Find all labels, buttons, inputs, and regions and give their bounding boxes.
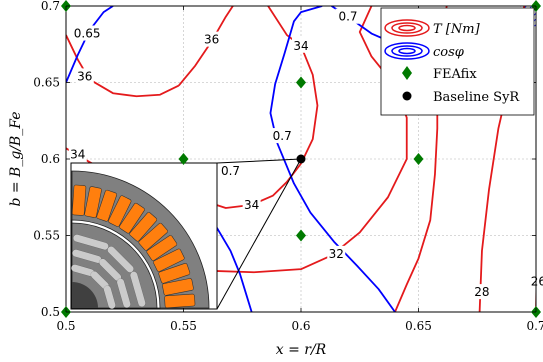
stator-slot (129, 212, 158, 242)
stator-slot (138, 222, 168, 251)
feafix-point (413, 153, 424, 165)
rotor-flux-barrier (103, 285, 116, 309)
torque-contour-label: 36 (77, 69, 92, 83)
x-tick-label: 0.55 (170, 319, 197, 333)
legend-baseline-entry: Baseline SyR (402, 90, 520, 105)
x-axis-label: x = r/R (276, 342, 327, 358)
torque-contour-label: 34 (70, 147, 85, 161)
legend: T [Nm] cosφ FEAfix Baseline SyR (380, 7, 535, 116)
stator-slot (158, 263, 191, 284)
legend-cosphi-entry: cosφ (384, 42, 465, 60)
stator-slot (119, 202, 145, 234)
torque-contour-label-bg (327, 245, 346, 261)
motor-cross-section-inset (70, 162, 218, 310)
torque-contour-label: 36 (204, 33, 219, 47)
legend-label: FEAfix (433, 67, 477, 82)
stator-slot (162, 278, 194, 296)
legend-feafix-entry: FEAfix (402, 66, 477, 82)
rotor-flux-barrier-outline (90, 270, 110, 290)
torque-contour-line (66, 34, 180, 98)
torque-contour-label: 34 (293, 39, 308, 53)
torque-contour-line (206, 6, 408, 274)
torque-contour-label-bg (242, 196, 261, 212)
rotor-flux-barrier-outline (71, 249, 102, 264)
legend-label: T [Nm] (433, 22, 481, 37)
rotor-flux-barrier (90, 271, 109, 290)
cosphi-contour-label: 0.65 (74, 27, 101, 41)
inset-connector-lines (216, 158, 302, 310)
cosphi-contour-label-bg (218, 163, 243, 179)
cosphi-contour-label: 0.7 (338, 10, 357, 24)
legend-label: cosφ (433, 45, 465, 60)
feafix-point (178, 153, 189, 165)
y-tick-label: 0.6 (41, 152, 60, 166)
torque-contour-label: 28 (474, 285, 489, 299)
stator-slot (146, 235, 178, 261)
rotor-flux-barrier (71, 264, 95, 277)
scatter-points (61, 0, 541, 318)
torque-contour-line (206, 163, 302, 209)
feafix-point (296, 229, 306, 242)
rotor-flux-barrier-outline (72, 234, 109, 251)
torque-contour-label-bg (292, 37, 310, 53)
rotor-flux-barrier-outline (103, 285, 116, 310)
torque-contour-line (267, 6, 319, 164)
torque-contour-label: 34 (244, 198, 259, 212)
y-tick-label: 0.55 (33, 229, 60, 243)
torque-contour-label: 32 (329, 247, 344, 261)
x-tick-label: 0.65 (405, 319, 432, 333)
torque-contour-line (535, 265, 536, 312)
y-axis-label: b = B_g/B_Fe (8, 111, 24, 206)
stator-slot (108, 195, 132, 227)
torque-contour-label-bg (472, 284, 491, 300)
legend-label: Baseline SyR (433, 90, 520, 105)
cosphi-contour-label-bg (335, 8, 361, 24)
rotor-flux-barrier-outline (116, 278, 131, 309)
inset-link-line (216, 158, 302, 310)
rotor-flux-barrier (130, 271, 146, 307)
rotor-flux-barrier (73, 234, 109, 250)
stator-slot (96, 189, 117, 222)
rotor-flux-barrier-outline (70, 264, 95, 277)
cosphi-contour-line (269, 6, 396, 312)
rotor-flux-barrier (99, 258, 122, 281)
cosphi-contour-label-bg (269, 128, 295, 144)
torque-contour-label-bg (75, 68, 94, 84)
y-tick-label: 0.7 (41, 0, 60, 13)
stator-slot (71, 184, 87, 216)
baseline-point (296, 154, 306, 164)
stator-slot (153, 248, 185, 272)
y-tick-label: 0.5 (41, 305, 60, 319)
cosphi-contour-label: 0.7 (221, 164, 240, 178)
x-axis-ticks: 0.5 0.55 0.6 0.65 0.7 (56, 6, 543, 333)
cosphi-contour-label-bg (71, 25, 104, 41)
feafix-point (296, 76, 306, 89)
x-tick-label: 0.5 (56, 319, 75, 333)
y-tick-label: 0.65 (33, 76, 60, 90)
x-tick-label: 0.7 (526, 319, 543, 333)
rotor-flux-barrier (117, 278, 131, 308)
stator-slot (84, 186, 102, 218)
x-tick-label: 0.6 (291, 319, 310, 333)
rotor-flux-barrier (107, 246, 134, 273)
legend-torque-entry: T [Nm] (384, 19, 481, 37)
y-axis-ticks: 0.5 0.55 0.6 0.65 0.7 (33, 0, 536, 319)
torque-contour-label-bg (202, 31, 221, 47)
rotor-flux-barrier-outline (98, 258, 122, 282)
inset-link-line (216, 158, 302, 164)
torque-contour-label: 26 (531, 274, 543, 288)
rotor-flux-barrier-outline (107, 246, 134, 273)
stator-slot (164, 293, 196, 309)
rotor-flux-barrier (72, 249, 102, 263)
rotor-flux-barrier-outline (129, 271, 146, 308)
cosphi-contour-label: 0.7 (273, 129, 292, 143)
torque-contour-label-bg (68, 146, 87, 162)
